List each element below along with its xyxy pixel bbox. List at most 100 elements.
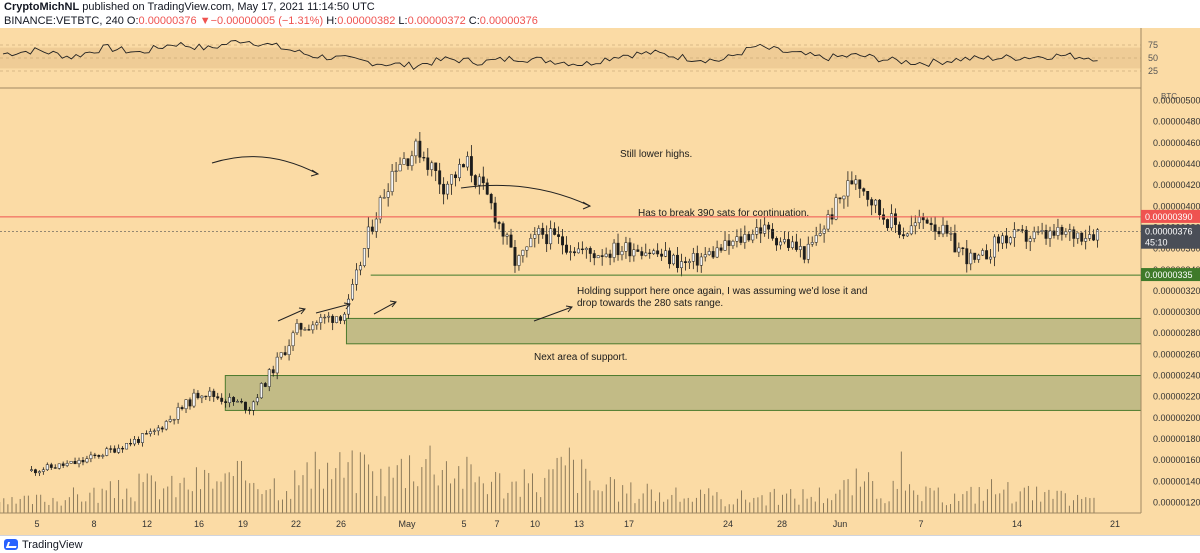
volume-bar xyxy=(249,483,251,513)
candle-body xyxy=(588,248,592,254)
volume-bar xyxy=(183,477,185,513)
last-price-text: 0.00000376 xyxy=(1145,227,1193,237)
volume-bar xyxy=(769,492,771,513)
volume-bar xyxy=(872,481,874,513)
volume-bar xyxy=(933,490,935,513)
candle-body xyxy=(937,231,941,235)
candle-body xyxy=(89,454,93,459)
candle-body xyxy=(481,176,485,184)
volume-bar xyxy=(388,466,390,513)
volume-bar xyxy=(130,497,132,513)
candle-body xyxy=(125,443,129,450)
candle-body xyxy=(616,242,620,256)
candle-body xyxy=(838,197,842,200)
volume-bar xyxy=(568,447,570,513)
candle-body xyxy=(271,369,275,374)
candle-body xyxy=(370,226,374,232)
candle-body xyxy=(351,284,354,300)
candle-body xyxy=(604,253,608,257)
volume-bar xyxy=(531,473,533,513)
volume-bar xyxy=(380,468,382,513)
time-tick-label: May xyxy=(398,519,416,529)
candle-body xyxy=(382,197,386,199)
volume-bar xyxy=(704,494,706,513)
candle-body xyxy=(244,401,247,411)
volume-bar xyxy=(716,492,718,513)
candle-body xyxy=(418,140,422,158)
time-tick-label: 19 xyxy=(238,519,248,529)
candle-body xyxy=(783,239,786,243)
volume-bar xyxy=(995,494,997,513)
volume-bar xyxy=(474,482,476,513)
tradingview-logo-icon[interactable] xyxy=(4,539,18,550)
candle-body xyxy=(426,157,430,170)
tradingview-brand[interactable]: TradingView xyxy=(22,539,83,551)
candle-body xyxy=(723,240,727,251)
candle-body xyxy=(739,236,743,243)
candle-body xyxy=(870,199,874,206)
volume-bar xyxy=(429,445,431,513)
candle-body xyxy=(208,390,212,397)
volume-bar xyxy=(417,486,419,513)
chart-area[interactable]: 75 50 25 Still lower highs. Has to break 39… xyxy=(0,28,1200,535)
time-tick-label: 17 xyxy=(624,519,634,529)
candle-body xyxy=(184,399,188,410)
volume-bar xyxy=(310,488,312,513)
price-label-text: 0.00000335 xyxy=(1145,270,1193,280)
volume-bar xyxy=(896,488,898,513)
support-arrow xyxy=(533,306,573,322)
candle-body xyxy=(1060,227,1064,235)
low-label: L: xyxy=(398,15,408,27)
volume-bar xyxy=(773,488,775,513)
candle-body xyxy=(1024,229,1028,242)
price-axis[interactable]: 0.00000500 0.00000480 0.00000460 0.00000440… xyxy=(1140,28,1200,513)
volume-bar xyxy=(101,488,103,513)
candle-body xyxy=(49,464,53,468)
volume-bar xyxy=(72,487,74,513)
candle-body xyxy=(97,455,101,457)
candle-body xyxy=(442,183,446,195)
candle-body xyxy=(192,392,196,407)
candle-body xyxy=(327,315,331,318)
volume-bar xyxy=(273,478,275,513)
volume-bar xyxy=(937,487,939,513)
publisher-name[interactable]: CryptoMichNL xyxy=(4,1,80,13)
volume-bar xyxy=(1052,498,1054,513)
volume-bar xyxy=(978,487,980,513)
time-axis[interactable]: 5 8 12 16 19 22 26 May 5 7 10 13 17 24 28 Jun 7 14 21 xyxy=(0,512,1141,529)
price-tick-label: 0.00000280 xyxy=(1153,328,1200,338)
candle-body xyxy=(196,392,200,399)
candle-body xyxy=(113,448,117,453)
volume-bar xyxy=(175,497,177,513)
volume-bar xyxy=(503,498,505,513)
price-tick-label: 0.00000300 xyxy=(1153,307,1200,317)
volume-bar xyxy=(650,489,652,513)
candle-body xyxy=(1048,230,1052,239)
price-tick-label: 0.00000180 xyxy=(1153,434,1200,444)
candle-body xyxy=(1076,232,1080,239)
volume-bar xyxy=(712,495,714,513)
time-tick-label: 13 xyxy=(574,519,584,529)
close-label: C: xyxy=(468,15,480,27)
support-zone xyxy=(345,317,1142,345)
price-tick-label: 0.00000400 xyxy=(1153,201,1200,211)
volume-bar xyxy=(1085,497,1087,513)
candles xyxy=(30,131,1100,476)
candle-body xyxy=(636,249,640,252)
price-tick-label: 0.00000460 xyxy=(1153,138,1200,148)
volume-bar xyxy=(351,450,353,513)
volume-bar xyxy=(847,479,849,513)
volume-bar xyxy=(56,501,58,513)
volume-bar xyxy=(298,485,300,513)
candle-body xyxy=(929,222,933,226)
candle-body xyxy=(291,332,295,347)
rsi-level-label: 25 xyxy=(1148,66,1158,76)
volume-bar xyxy=(794,498,796,513)
candle-body xyxy=(842,195,846,200)
candle-body xyxy=(394,170,398,172)
volume-bar xyxy=(654,501,656,513)
volume-bar xyxy=(118,479,120,513)
candle-body xyxy=(533,234,537,239)
volume-bar xyxy=(409,455,411,513)
